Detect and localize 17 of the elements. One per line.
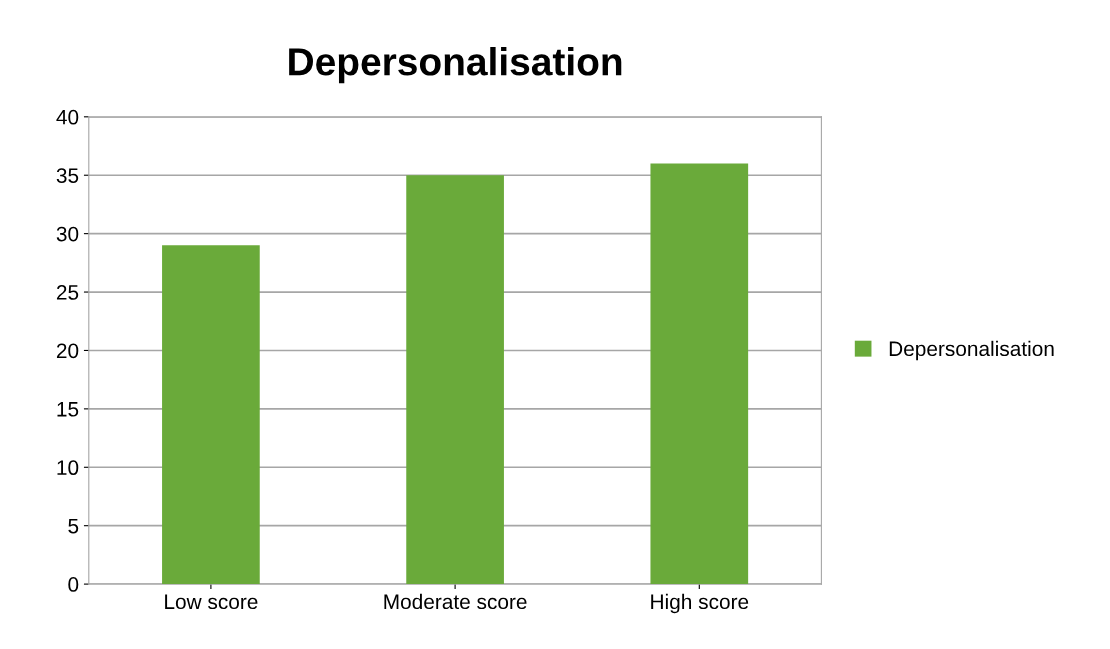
bar <box>162 245 260 585</box>
y-tick-label: 35 <box>56 168 79 183</box>
y-tick-label: 5 <box>68 518 79 534</box>
y-tick-label: 40 <box>56 109 79 125</box>
chart-title: Depersonalisation <box>289 46 622 84</box>
x-tick-label: Moderate score <box>384 593 527 610</box>
y-tick-label: 30 <box>56 226 79 242</box>
legend-label: Depersonalisation <box>889 340 1054 361</box>
y-tick-label: 15 <box>57 402 79 417</box>
y-tick-label: 10 <box>57 460 79 476</box>
y-tick-label: 0 <box>68 577 79 592</box>
bar <box>650 163 749 585</box>
y-tick-label: 20 <box>56 343 79 359</box>
bar <box>406 175 504 585</box>
x-tick-label: High score <box>651 593 749 614</box>
x-tick-label: Low score <box>165 594 258 610</box>
y-tick-label: 25 <box>56 285 79 300</box>
